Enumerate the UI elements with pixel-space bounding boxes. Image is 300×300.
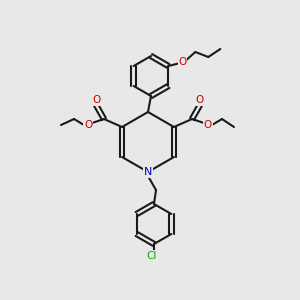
Text: O: O [178, 57, 186, 67]
Text: O: O [204, 120, 212, 130]
Text: O: O [84, 120, 92, 130]
Text: N: N [144, 167, 152, 177]
Text: Cl: Cl [147, 251, 157, 261]
Text: O: O [196, 95, 204, 105]
Text: O: O [92, 95, 100, 105]
